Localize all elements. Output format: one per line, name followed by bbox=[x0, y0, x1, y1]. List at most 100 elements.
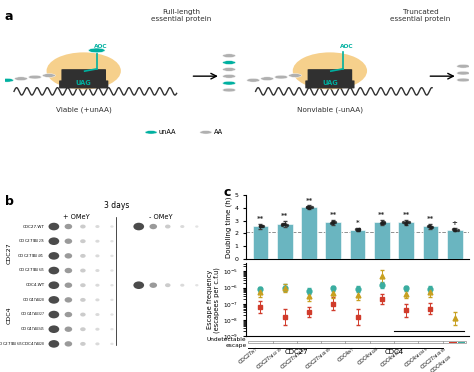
Text: Truncated
essential protein: Truncated essential protein bbox=[391, 9, 451, 22]
Circle shape bbox=[48, 237, 59, 245]
Point bbox=[328, 219, 336, 225]
Circle shape bbox=[48, 326, 59, 333]
Circle shape bbox=[133, 223, 144, 230]
Y-axis label: Doubling time (h): Doubling time (h) bbox=[225, 196, 231, 258]
Circle shape bbox=[64, 327, 72, 332]
Circle shape bbox=[274, 75, 288, 79]
Text: AOC: AOC bbox=[340, 44, 354, 49]
Point bbox=[378, 220, 385, 226]
Point bbox=[329, 219, 337, 225]
FancyBboxPatch shape bbox=[59, 80, 109, 89]
Point bbox=[305, 205, 313, 211]
Bar bbox=[277, 224, 292, 259]
Circle shape bbox=[110, 313, 114, 316]
FancyBboxPatch shape bbox=[248, 341, 465, 343]
Point bbox=[450, 227, 458, 232]
Text: +: + bbox=[452, 221, 457, 227]
Text: unAA: unAA bbox=[159, 129, 176, 135]
Text: a: a bbox=[5, 10, 13, 23]
Point bbox=[426, 223, 434, 229]
Point bbox=[307, 204, 314, 210]
Text: **: ** bbox=[402, 212, 410, 218]
Point bbox=[355, 227, 362, 233]
Point bbox=[256, 224, 264, 230]
Ellipse shape bbox=[293, 52, 367, 89]
Circle shape bbox=[247, 78, 260, 82]
Point bbox=[356, 227, 363, 232]
Circle shape bbox=[80, 239, 86, 243]
Circle shape bbox=[48, 252, 59, 260]
Ellipse shape bbox=[46, 52, 121, 89]
Circle shape bbox=[64, 341, 72, 347]
Circle shape bbox=[64, 297, 72, 302]
Circle shape bbox=[95, 240, 100, 243]
Circle shape bbox=[95, 313, 100, 316]
Circle shape bbox=[223, 68, 236, 71]
Circle shape bbox=[48, 311, 59, 318]
Text: CDC4: CDC4 bbox=[384, 349, 403, 355]
Point bbox=[356, 226, 363, 232]
Bar bbox=[374, 222, 390, 259]
Circle shape bbox=[80, 254, 86, 258]
Text: CDC27$_{TAG605}$: CDC27$_{TAG605}$ bbox=[18, 267, 45, 274]
Text: CDC27$_{TAG461}$: CDC27$_{TAG461}$ bbox=[18, 252, 45, 260]
Text: **: ** bbox=[427, 217, 434, 222]
Point bbox=[381, 219, 388, 225]
Circle shape bbox=[64, 312, 72, 317]
Circle shape bbox=[0, 78, 14, 82]
Circle shape bbox=[223, 74, 236, 78]
Point bbox=[401, 219, 409, 225]
Circle shape bbox=[289, 74, 301, 77]
Circle shape bbox=[223, 88, 236, 92]
Text: CDC4$_{TAG327}$: CDC4$_{TAG327}$ bbox=[20, 311, 45, 318]
Bar bbox=[447, 230, 463, 259]
Text: **: ** bbox=[378, 212, 385, 218]
Text: CDC27$_{TAG605}$: CDC27$_{TAG605}$ bbox=[303, 344, 333, 372]
Circle shape bbox=[223, 54, 236, 58]
Circle shape bbox=[48, 340, 59, 348]
Text: **: ** bbox=[257, 216, 264, 222]
Point bbox=[449, 227, 457, 232]
Circle shape bbox=[64, 238, 72, 244]
Circle shape bbox=[48, 281, 59, 289]
Circle shape bbox=[95, 254, 100, 257]
Circle shape bbox=[180, 225, 184, 228]
Text: - OMeY: - OMeY bbox=[149, 214, 173, 220]
Point bbox=[327, 220, 335, 226]
Text: AOC: AOC bbox=[94, 44, 107, 49]
Circle shape bbox=[149, 224, 157, 229]
Point bbox=[452, 227, 459, 232]
FancyBboxPatch shape bbox=[305, 80, 355, 89]
Point bbox=[403, 219, 410, 225]
Circle shape bbox=[110, 269, 114, 272]
Circle shape bbox=[149, 282, 157, 288]
Circle shape bbox=[195, 284, 199, 286]
Circle shape bbox=[95, 284, 100, 287]
Text: c: c bbox=[224, 186, 231, 199]
Legend: 2 days, 4 days, 12 days, Assay limit: 2 days, 4 days, 12 days, Assay limit bbox=[300, 264, 415, 272]
Circle shape bbox=[110, 240, 114, 243]
Text: CDC4$_{WT}$: CDC4$_{WT}$ bbox=[336, 344, 357, 365]
Text: CDC27.WT: CDC27.WT bbox=[23, 225, 45, 228]
Circle shape bbox=[28, 75, 41, 79]
Point bbox=[426, 223, 433, 229]
Text: Full-length
essential protein: Full-length essential protein bbox=[151, 9, 211, 22]
Circle shape bbox=[88, 48, 105, 53]
Circle shape bbox=[95, 342, 100, 345]
Point bbox=[279, 222, 286, 228]
Text: CDC4$_{TAG28}$: CDC4$_{TAG28}$ bbox=[356, 344, 382, 368]
Text: AA: AA bbox=[214, 129, 223, 135]
Point bbox=[399, 219, 407, 225]
Point bbox=[329, 221, 337, 227]
Circle shape bbox=[95, 269, 100, 272]
Circle shape bbox=[80, 225, 86, 228]
Bar bbox=[253, 226, 268, 259]
Point bbox=[329, 219, 337, 225]
Circle shape bbox=[64, 268, 72, 273]
Circle shape bbox=[223, 81, 236, 85]
Text: CDC4$_{TAG345}$: CDC4$_{TAG345}$ bbox=[402, 344, 430, 370]
Point bbox=[280, 221, 287, 227]
Circle shape bbox=[95, 298, 100, 301]
Circle shape bbox=[180, 284, 184, 287]
Bar bbox=[301, 207, 317, 259]
